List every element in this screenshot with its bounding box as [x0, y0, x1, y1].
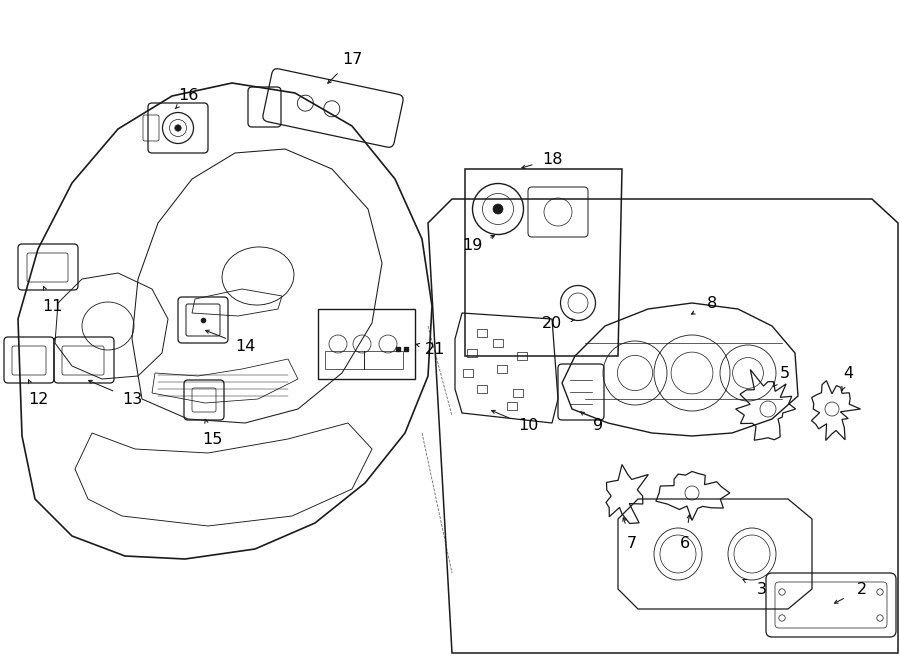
Text: 13: 13 — [122, 391, 142, 407]
Bar — [513, 389, 523, 397]
Text: 8: 8 — [706, 295, 717, 311]
Bar — [477, 329, 487, 337]
Text: 15: 15 — [202, 432, 222, 446]
Bar — [497, 365, 507, 373]
Bar — [493, 339, 503, 347]
Circle shape — [175, 125, 181, 131]
Text: 17: 17 — [342, 52, 362, 67]
Text: 16: 16 — [178, 89, 198, 104]
Bar — [467, 349, 477, 357]
Text: 14: 14 — [235, 338, 256, 354]
Text: 9: 9 — [593, 418, 603, 434]
Text: 5: 5 — [780, 366, 790, 381]
Text: 12: 12 — [28, 391, 49, 407]
Text: 2: 2 — [857, 582, 867, 596]
Bar — [507, 402, 517, 410]
Text: 4: 4 — [843, 366, 853, 381]
Text: 19: 19 — [462, 239, 482, 254]
Text: 3: 3 — [757, 582, 767, 596]
Bar — [517, 352, 527, 360]
Bar — [477, 385, 487, 393]
Bar — [463, 369, 473, 377]
Text: 18: 18 — [542, 151, 562, 167]
Text: 20: 20 — [542, 315, 562, 330]
Text: 11: 11 — [41, 299, 62, 313]
Text: 10: 10 — [518, 418, 538, 434]
Text: 6: 6 — [680, 535, 690, 551]
Text: 7: 7 — [627, 535, 637, 551]
Bar — [325, 351, 403, 369]
Text: 21: 21 — [425, 342, 446, 356]
Circle shape — [493, 204, 503, 214]
